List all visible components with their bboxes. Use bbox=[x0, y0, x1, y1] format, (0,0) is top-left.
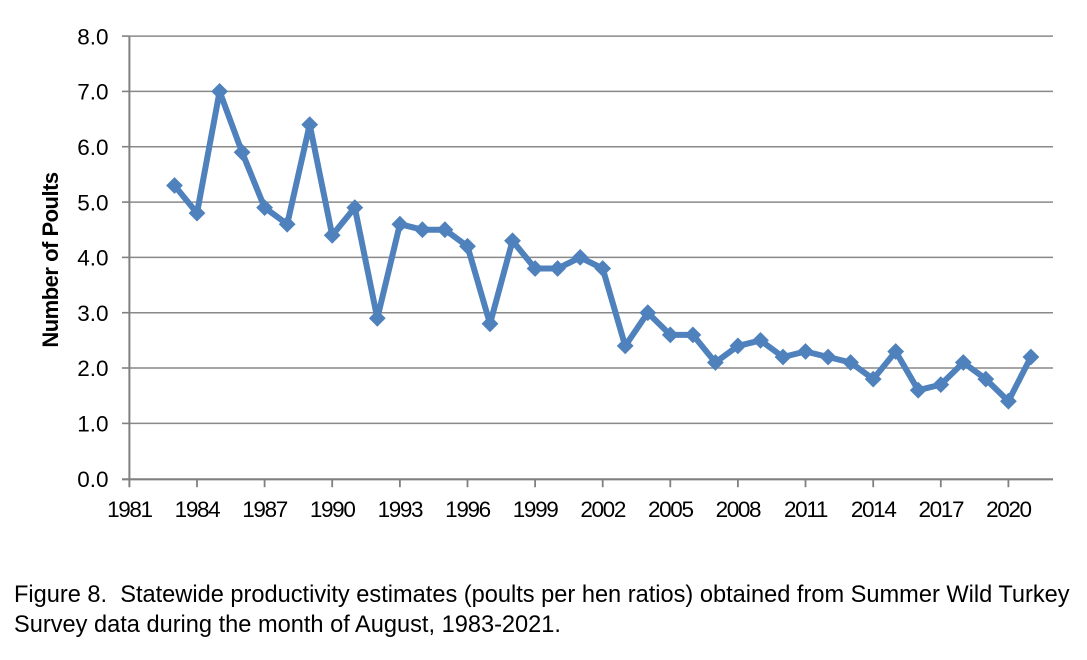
svg-text:1996: 1996 bbox=[445, 497, 490, 522]
svg-text:2014: 2014 bbox=[851, 497, 896, 522]
svg-text:1984: 1984 bbox=[175, 497, 220, 522]
svg-text:2020: 2020 bbox=[986, 497, 1031, 522]
svg-text:1.0: 1.0 bbox=[77, 412, 108, 437]
svg-text:4.0: 4.0 bbox=[77, 246, 108, 271]
svg-text:1993: 1993 bbox=[378, 497, 423, 522]
svg-text:2011: 2011 bbox=[784, 497, 828, 522]
svg-text:0.0: 0.0 bbox=[77, 467, 108, 492]
svg-text:3.0: 3.0 bbox=[77, 301, 108, 326]
svg-text:1990: 1990 bbox=[310, 497, 355, 522]
svg-text:2017: 2017 bbox=[918, 497, 963, 522]
svg-text:1999: 1999 bbox=[513, 497, 558, 522]
svg-text:2005: 2005 bbox=[648, 497, 693, 522]
svg-text:7.0: 7.0 bbox=[77, 80, 108, 105]
svg-text:2008: 2008 bbox=[716, 497, 761, 522]
svg-text:Number of Poults: Number of Poults bbox=[38, 172, 63, 348]
svg-text:5.0: 5.0 bbox=[77, 190, 108, 215]
svg-text:8.0: 8.0 bbox=[77, 24, 108, 49]
svg-text:6.0: 6.0 bbox=[77, 135, 108, 160]
svg-text:1981: 1981 bbox=[107, 497, 152, 522]
svg-text:2.0: 2.0 bbox=[77, 356, 108, 381]
svg-text:1987: 1987 bbox=[242, 497, 287, 522]
svg-text:2002: 2002 bbox=[580, 497, 625, 522]
